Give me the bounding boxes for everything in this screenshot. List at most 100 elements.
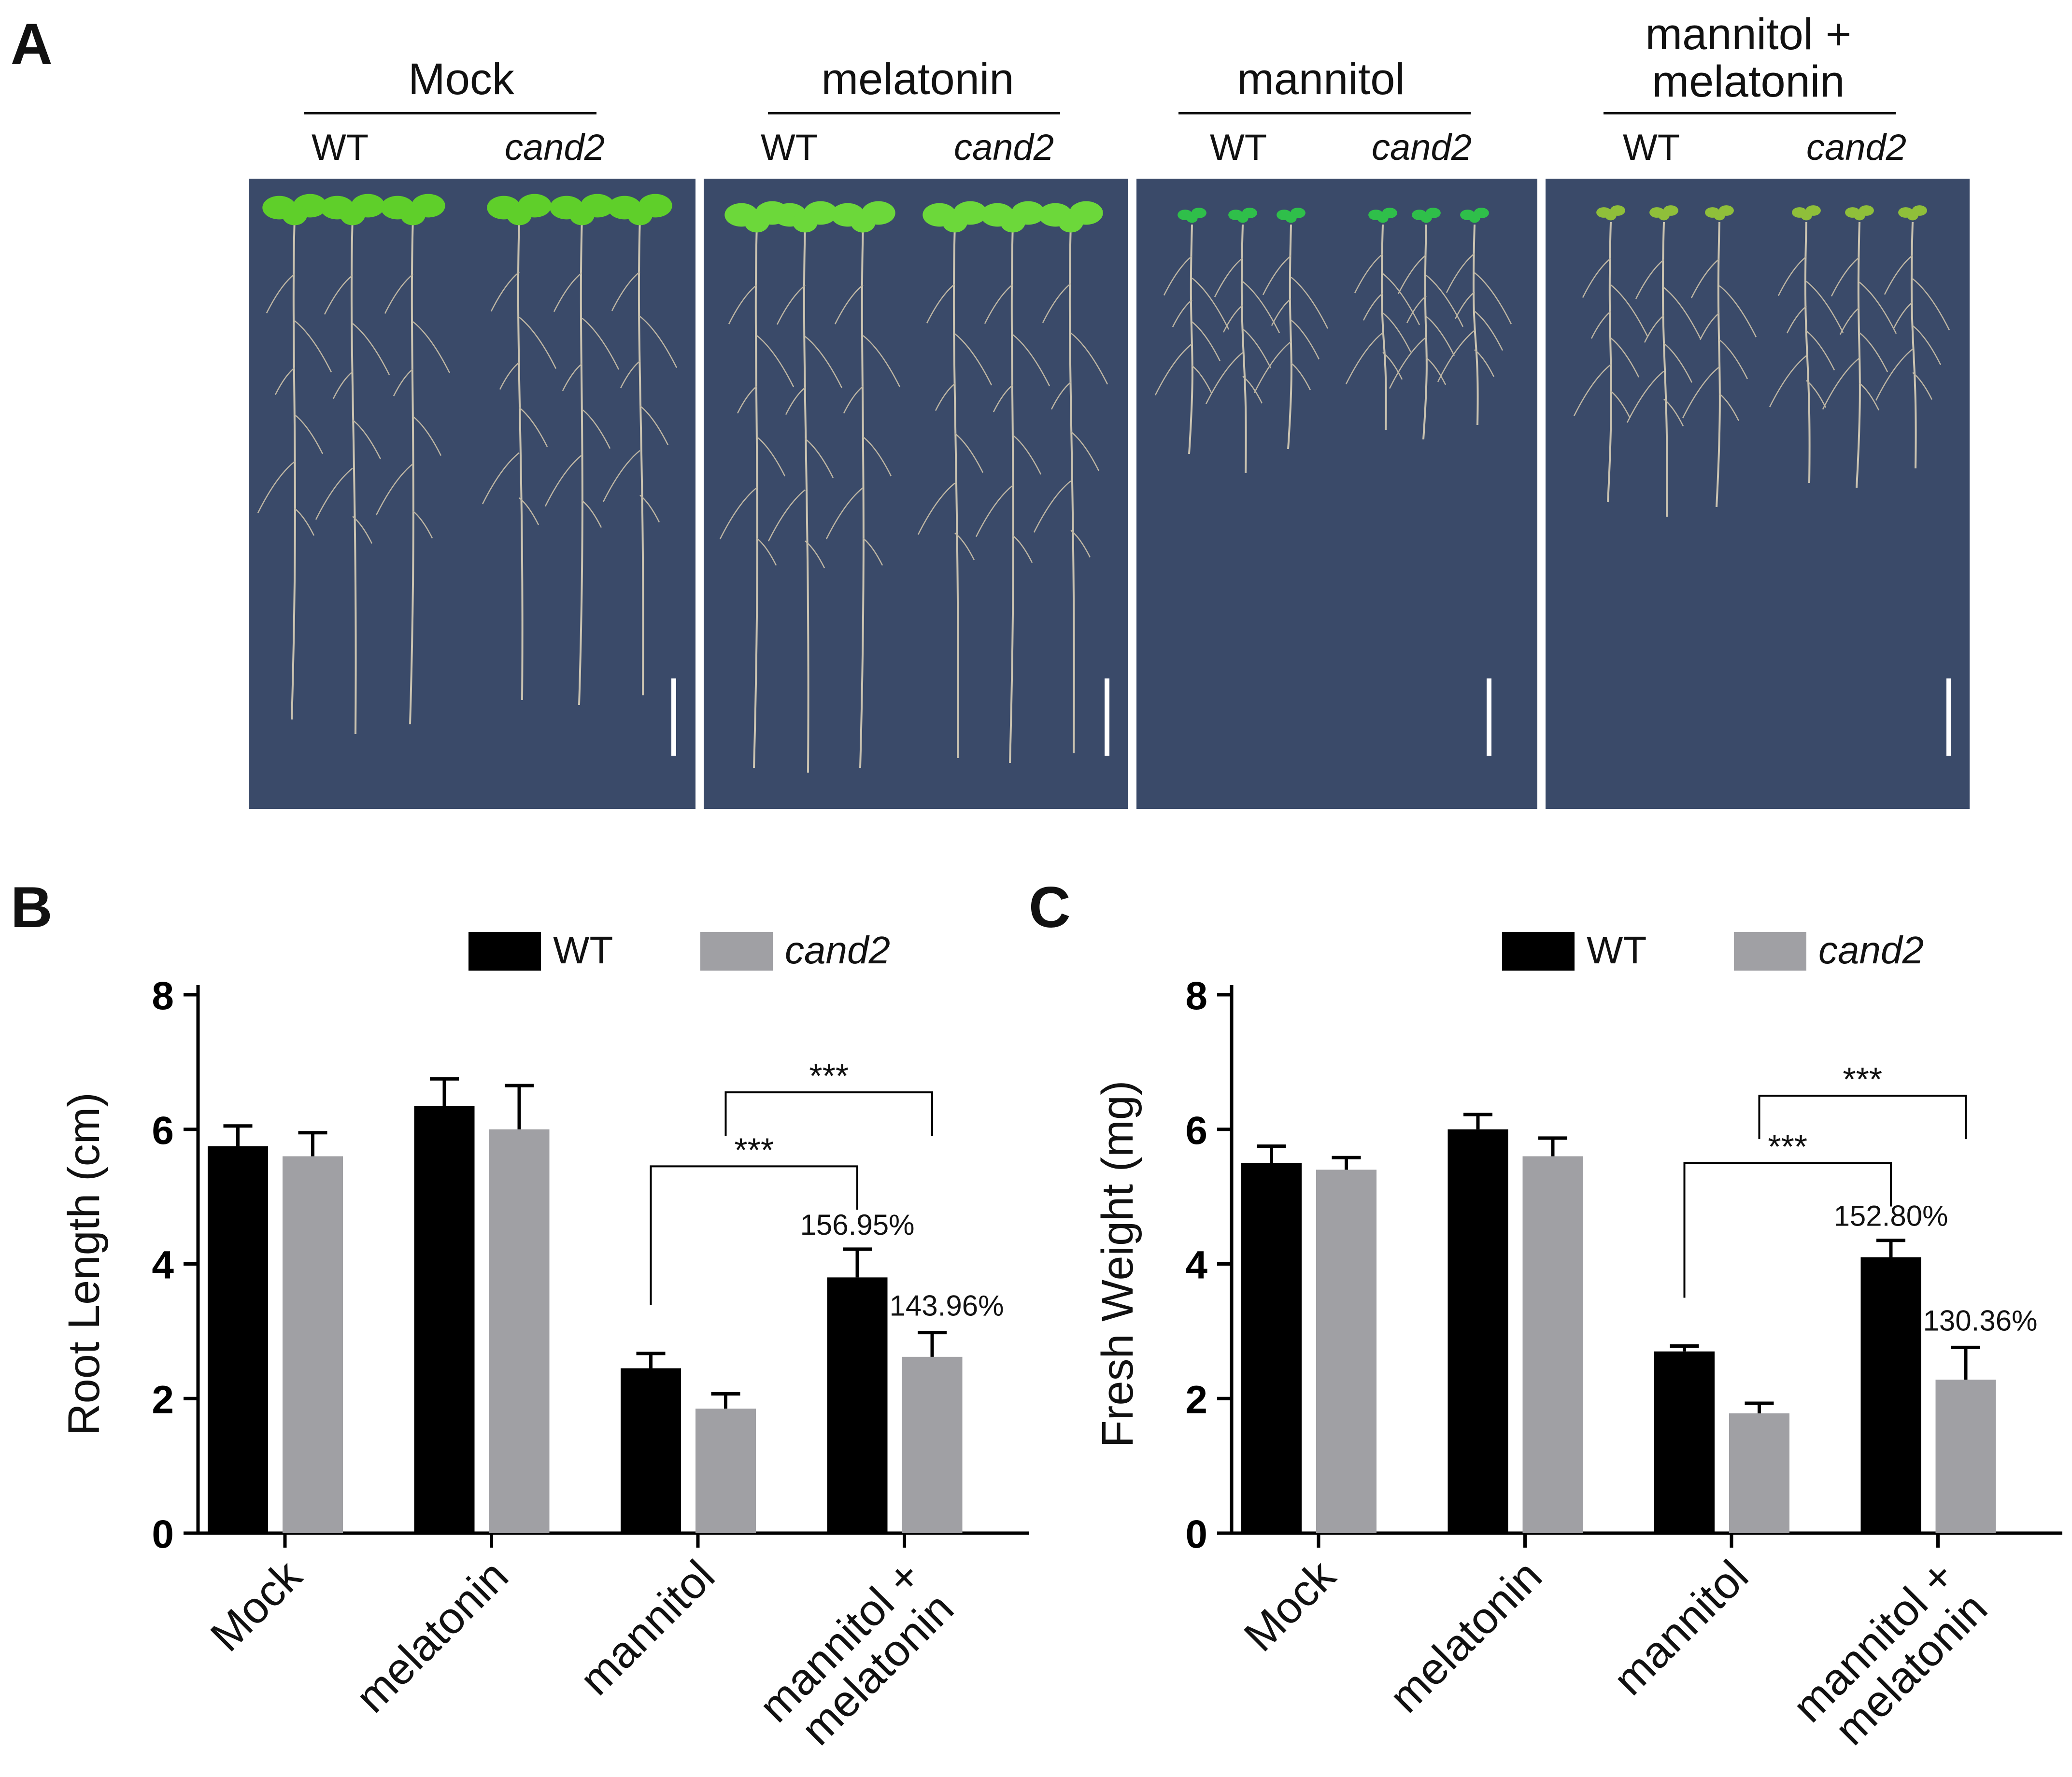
genotype-label-cand2-melatonin: cand2 [954, 127, 1054, 168]
lateral-root [1831, 256, 1860, 297]
root [952, 224, 959, 759]
lateral-root [1719, 285, 1757, 338]
x-tick-label: melatonin [346, 1551, 517, 1722]
y-tick-label: 8 [152, 974, 174, 1018]
panel-label-c: C [1029, 875, 1071, 940]
seedling [1626, 205, 1702, 517]
lateral-root [756, 335, 795, 387]
root [803, 224, 809, 773]
legend-swatch-1 [1734, 932, 1806, 971]
lateral-root [719, 487, 757, 539]
lateral-root [1033, 480, 1071, 533]
lateral-root [393, 368, 413, 396]
lateral-root [490, 271, 520, 312]
lateral-root [553, 272, 582, 312]
lateral-root [728, 284, 757, 324]
bar [1935, 1380, 1996, 1533]
lateral-root [785, 387, 806, 415]
lateral-root [805, 438, 834, 479]
seedling [1205, 208, 1280, 474]
lateral-root [954, 433, 984, 473]
root [1287, 224, 1292, 450]
lateral-root [1382, 273, 1420, 325]
lateral-root [1839, 307, 1860, 335]
genotype-label-cand2-mock: cand2 [505, 127, 605, 168]
y-axis-label: Fresh Weight (mg) [1093, 1080, 1142, 1447]
lateral-root [1446, 253, 1475, 293]
seedling [315, 194, 390, 734]
seedling [1154, 208, 1230, 454]
legend-label-1: cand2 [785, 929, 890, 972]
lateral-root [1426, 275, 1464, 327]
x-tick-label-line: melatonin [1380, 1551, 1551, 1722]
seedling [544, 194, 620, 705]
leaf [1854, 211, 1865, 221]
leaf [282, 204, 308, 226]
lateral-root [1397, 254, 1427, 295]
lateral-root [1610, 338, 1640, 378]
y-tick-label: 0 [1185, 1512, 1207, 1556]
leaf [1605, 211, 1617, 221]
root [1856, 222, 1861, 488]
y-tick-label: 0 [152, 1512, 174, 1556]
lateral-root [412, 510, 433, 539]
bar [902, 1356, 963, 1533]
legend-label-1: cand2 [1818, 929, 1924, 972]
lateral-root [1382, 312, 1412, 353]
leaf [1186, 213, 1198, 223]
panel-label-a: A [11, 12, 53, 76]
x-tick-label-line: mannitol [570, 1551, 724, 1705]
lateral-root [863, 335, 901, 387]
root [1910, 222, 1917, 469]
lateral-root [917, 482, 955, 535]
seedling [1875, 205, 1950, 469]
lateral-root [1663, 343, 1693, 383]
root [753, 224, 758, 768]
leaf [569, 204, 595, 226]
lateral-root [926, 283, 955, 324]
group-title-mannitol: mannitol [1237, 55, 1405, 104]
lateral-root [582, 409, 611, 449]
lateral-root [352, 323, 390, 375]
lateral-root [1573, 364, 1611, 416]
lateral-root [412, 416, 442, 456]
leaf [1058, 211, 1084, 233]
lateral-root [519, 407, 548, 447]
lateral-root [1163, 255, 1192, 296]
legend-swatch-0 [1502, 932, 1575, 971]
plate-photo-mock [249, 179, 695, 809]
percent-label-cand2: 143.96% [890, 1290, 1004, 1322]
root [1188, 224, 1193, 454]
lateral-root [294, 414, 324, 454]
lateral-root [1271, 298, 1291, 326]
lateral-root [1663, 398, 1684, 427]
lateral-root [1042, 283, 1071, 323]
lateral-root [639, 405, 669, 446]
lateral-root [1012, 535, 1033, 563]
legend-label-0: WT [553, 929, 613, 972]
bar [1860, 1257, 1921, 1533]
x-tick-label: Mock [201, 1551, 312, 1661]
leaf [850, 211, 876, 233]
lateral-root [412, 321, 451, 374]
seedling [1389, 208, 1464, 440]
lateral-root [1912, 278, 1950, 331]
leaf [1420, 213, 1432, 223]
significance-stars: *** [809, 1057, 849, 1095]
root [291, 217, 296, 720]
lateral-root [1859, 382, 1880, 411]
seedling [257, 194, 332, 720]
seedling [1033, 201, 1108, 754]
root [1804, 222, 1811, 483]
x-tick-label: mannitol [1604, 1551, 1758, 1705]
y-tick-label: 2 [152, 1378, 174, 1422]
lateral-root [756, 436, 786, 477]
lateral-root [1719, 393, 1740, 422]
y-tick-label: 4 [152, 1243, 174, 1287]
lateral-root [756, 537, 777, 566]
lateral-root [1012, 435, 1042, 475]
root [350, 217, 357, 734]
lateral-root [582, 317, 620, 370]
lateral-root [1884, 254, 1913, 295]
bar [414, 1105, 475, 1533]
